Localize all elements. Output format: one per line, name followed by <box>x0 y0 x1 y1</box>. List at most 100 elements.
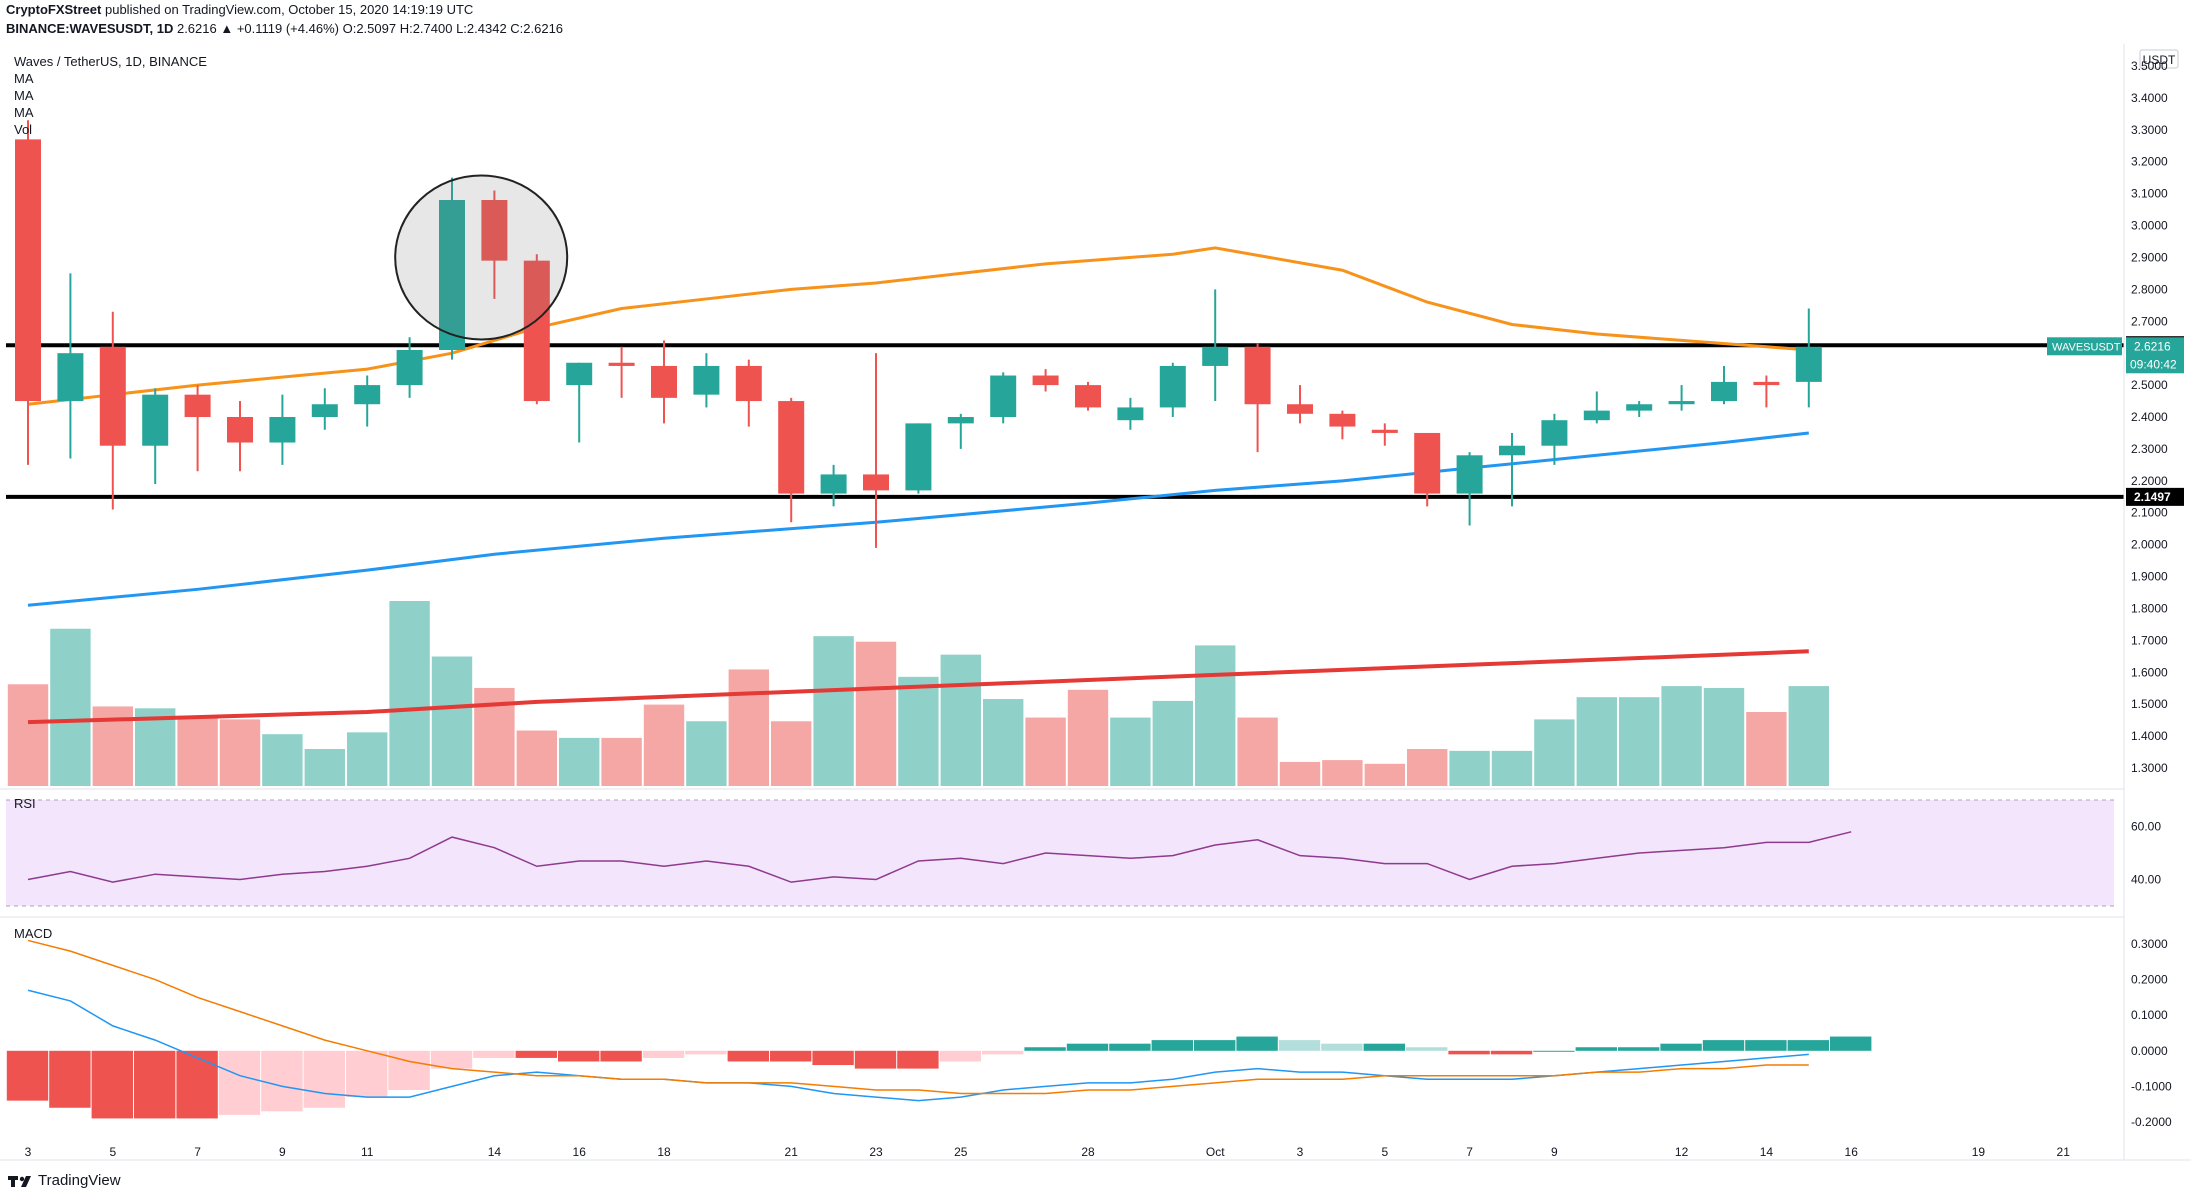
price-tick-label: 3.4000 <box>2131 91 2168 105</box>
author-name[interactable]: CryptoFXStreet <box>6 2 102 17</box>
price-tick-label: 2.7000 <box>2131 314 2168 328</box>
candle-body <box>1117 407 1144 421</box>
candle-body <box>735 365 762 402</box>
macd-histogram-bar <box>1109 1043 1151 1051</box>
volume-bar <box>1576 697 1617 786</box>
time-axis[interactable]: 3 5 7 9 11 14 16 18 21 23 25 28 Oct 3 5 7 9 12 14 16 19 21 <box>25 1145 2071 1159</box>
macd-tick-label: 0.1000 <box>2131 1008 2168 1022</box>
macd-histogram-bar <box>1745 1040 1787 1051</box>
macd-histogram-bar <box>261 1050 303 1112</box>
macd-histogram-bar <box>1533 1050 1575 1052</box>
volume-bar <box>1619 697 1660 786</box>
rsi-pane[interactable]: RSI <box>6 796 2114 907</box>
time-tick-label: 21 <box>785 1145 799 1159</box>
candle-body <box>1371 429 1398 433</box>
volume-bar <box>1449 750 1490 786</box>
macd-histogram-bar <box>6 1050 49 1101</box>
signal-line <box>27 939 1809 1095</box>
rsi-tick-label: 40.00 <box>2131 873 2161 887</box>
macd-histogram-bar <box>303 1050 345 1108</box>
macd-histogram-bar <box>600 1050 642 1062</box>
time-tick-label: 12 <box>1675 1145 1689 1159</box>
volume-bar <box>7 684 49 786</box>
last-price-value: 2.6216 <box>2134 339 2171 353</box>
indicator-label: MA <box>14 71 34 86</box>
price-tick-label: 3.3000 <box>2131 123 2168 137</box>
volume-ma-line <box>27 649 1809 725</box>
candle-body <box>1456 455 1483 494</box>
macd-histogram-bar <box>91 1050 133 1119</box>
published-text: published on TradingView.com, October 15… <box>104 2 474 17</box>
macd-histogram-bar <box>346 1050 388 1098</box>
volume-bar <box>219 719 261 786</box>
macd-pane[interactable]: MACD <box>6 926 1872 1119</box>
candle-body <box>1032 375 1059 386</box>
volume-bar <box>983 699 1024 786</box>
macd-tick-label: -0.1000 <box>2131 1079 2172 1093</box>
symbol-label: WAVESUSDT <box>2052 341 2121 353</box>
price-tick-label: 3.1000 <box>2131 187 2168 201</box>
candle-body <box>184 394 211 417</box>
volume-bar <box>728 669 769 786</box>
price-pane[interactable] <box>0 120 2191 1161</box>
candle-body <box>1711 381 1737 402</box>
time-tick-label: 21 <box>2057 1145 2071 1159</box>
macd-line <box>27 989 1809 1102</box>
macd-histogram-bar <box>854 1050 897 1069</box>
candle-body <box>227 417 253 443</box>
volume-bar <box>686 721 727 786</box>
candle-body <box>566 362 593 386</box>
price-tick-label: 1.5000 <box>2131 697 2168 711</box>
volume-bar <box>50 628 91 786</box>
time-tick-label: 5 <box>109 1145 116 1159</box>
price-tick-label: 2.9000 <box>2131 250 2168 264</box>
time-tick-label: 25 <box>954 1145 968 1159</box>
candle-body <box>15 139 41 402</box>
macd-histogram-bar <box>770 1050 812 1062</box>
volume-bar <box>1788 686 1829 786</box>
macd-histogram-bar <box>1363 1043 1405 1051</box>
price-tick-label: 1.8000 <box>2131 601 2168 615</box>
candle-body <box>1414 432 1441 494</box>
price-change: 2.6216 ▲ +0.1119 (+4.46%) <box>176 21 339 36</box>
tradingview-footer[interactable]: TradingView <box>8 1172 121 1189</box>
time-tick-label: 9 <box>1551 1145 1558 1159</box>
candle-body <box>990 375 1017 417</box>
ma-blue-line <box>27 431 1809 607</box>
publish-info: CryptoFXStreet published on TradingView.… <box>6 2 473 17</box>
volume-bar <box>1661 686 1702 786</box>
chart-title: Waves / TetherUS, 1D, BINANCE <box>14 54 207 69</box>
price-tick-label: 1.6000 <box>2131 665 2168 679</box>
candle-body <box>820 474 847 494</box>
candle-body <box>693 365 720 395</box>
time-tick-label: 9 <box>279 1145 286 1159</box>
candle-body <box>863 474 889 491</box>
time-tick-label: 28 <box>1081 1145 1095 1159</box>
macd-tick-label: -0.2000 <box>2131 1115 2172 1129</box>
macd-histogram-bar <box>388 1050 430 1090</box>
macd-histogram-bar <box>642 1050 685 1058</box>
macd-histogram-bar <box>727 1050 769 1062</box>
macd-histogram-bar <box>49 1050 91 1108</box>
macd-tick-label: 0.3000 <box>2131 937 2168 951</box>
time-tick-label: 3 <box>25 1145 32 1159</box>
volume-bar <box>1491 750 1533 786</box>
level-label-box <box>2126 487 2184 506</box>
volume-bar <box>177 715 218 786</box>
macd-histogram-bar <box>982 1050 1024 1055</box>
volume-bar <box>898 676 939 786</box>
macd-histogram-bar <box>1236 1036 1278 1051</box>
level-label: 2.1497 <box>2134 490 2171 504</box>
candle-body <box>1075 385 1101 408</box>
price-tick-label: 1.7000 <box>2131 633 2168 647</box>
volume-bar <box>135 708 176 786</box>
candle-body <box>1583 410 1610 421</box>
price-tick-label: 2.3000 <box>2131 442 2168 456</box>
macd-histogram-bar <box>1490 1050 1533 1055</box>
candle-body <box>1753 381 1780 386</box>
volume-bar <box>1407 749 1448 786</box>
candle-body <box>905 423 932 491</box>
unit-box <box>2139 49 2179 69</box>
